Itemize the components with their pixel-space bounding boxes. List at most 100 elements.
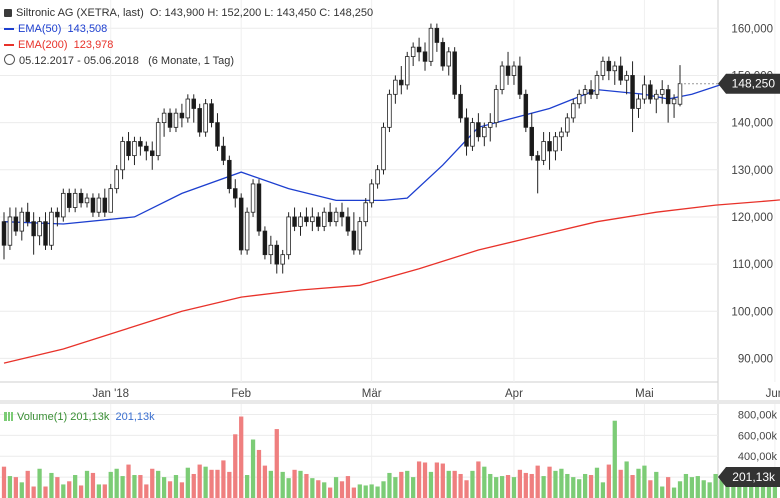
candle-body [452,51,457,95]
candle-body [416,46,422,53]
volume-bar [191,473,196,498]
volume-bar [96,484,102,498]
candle-body [345,216,351,232]
candle-body [428,27,434,62]
ema200-line [3,199,780,364]
candle-body [49,211,54,246]
volume-bar [446,470,451,498]
volume-bar [571,477,576,498]
candle-body [541,141,546,161]
candle-body [464,117,469,147]
volume-bar [624,461,629,498]
candle-body [363,202,368,223]
price-y-tick-label: 160,000 [731,23,773,35]
volume-y-tick-label: 400,00k [738,451,778,463]
ema50-swatch [4,28,14,31]
volume-swatch [4,412,13,421]
candle-body [333,211,339,223]
candle-body [582,89,588,95]
x-tick-label: Mai [635,388,654,400]
volume-bar [328,487,333,498]
candle-body [96,197,102,213]
candle-body [351,230,357,251]
volume-bar [19,482,24,498]
ohlc-values: O: 143,900 H: 152,200 L: 143,450 C: 148,… [149,7,374,19]
candle-body [1,221,7,246]
volume-bar [102,484,107,498]
candle-body [547,141,552,152]
volume-bar [654,471,659,498]
candle-body [505,65,511,76]
candle-body [268,244,274,256]
candle-body [482,126,487,138]
price-y-tick-label: 110,000 [732,259,773,271]
candle-body [238,197,244,251]
volume-bar [541,476,546,498]
volume-bar [73,475,78,498]
volume-y-tick-label: 800,00k [738,409,778,421]
candle-body [144,145,149,152]
volume-bar [67,481,72,498]
volume-bar [772,476,778,498]
price-y-tick-label: 130,000 [731,165,773,177]
candle-body [244,211,250,251]
volume-bar [452,470,457,498]
volume-bar [482,466,487,498]
candle-body [630,75,635,109]
candle-body [357,221,363,251]
volume-bar [114,468,119,498]
volume-bar [695,476,700,498]
volume-bar [310,478,315,498]
candle-body [446,51,451,67]
candle-body [488,122,493,128]
volume-bar [227,471,232,498]
volume-bar [683,473,689,498]
volume-bar [707,482,712,498]
candle-body [292,216,297,227]
price-y-tick-label: 120,000 [731,212,773,224]
volume-bar [262,465,268,498]
candle-body [167,112,173,128]
price-y-tick-label: 140,000 [731,118,773,130]
candle-body [298,216,303,227]
candle-body [25,211,30,223]
candle-body [280,254,285,265]
volume-bar [78,485,84,498]
volume-bar [25,470,30,498]
volume-bar [630,475,635,498]
candle-body [642,84,647,100]
volume-legend: Volume(1) 201,13k 201,13k [4,410,155,424]
volume-bar [239,416,244,498]
x-tick-label: Mär [362,388,382,400]
volume-bar [677,481,683,498]
volume-bar [422,462,428,498]
candle-body [636,98,641,109]
volume-bar [150,468,155,498]
volume-bar [517,469,523,498]
candle-body [665,89,671,105]
candle-body [114,169,119,190]
volume-bar [156,470,161,498]
candle-body [588,89,594,95]
volume-bar [523,472,528,498]
candle-body [387,93,392,128]
volume-bar [494,477,499,498]
ema50-label: EMA(50) [18,23,62,35]
volume-bar [440,463,445,498]
volume-bar [7,476,13,498]
volume-bar [754,480,760,498]
volume-bar [470,470,475,498]
last-price-label: 148,250 [732,77,776,91]
volume-bar [642,465,647,498]
candle-body [197,108,202,133]
candle-body [203,103,208,133]
volume-bar [250,439,256,498]
volume-bar [126,464,131,498]
candle-body [138,141,143,147]
candle-body [677,83,683,105]
last-volume-tag [718,466,780,487]
candle-body [102,197,108,213]
volume-bar [173,475,179,498]
candle-body [612,65,618,72]
volume-bar [559,468,564,498]
